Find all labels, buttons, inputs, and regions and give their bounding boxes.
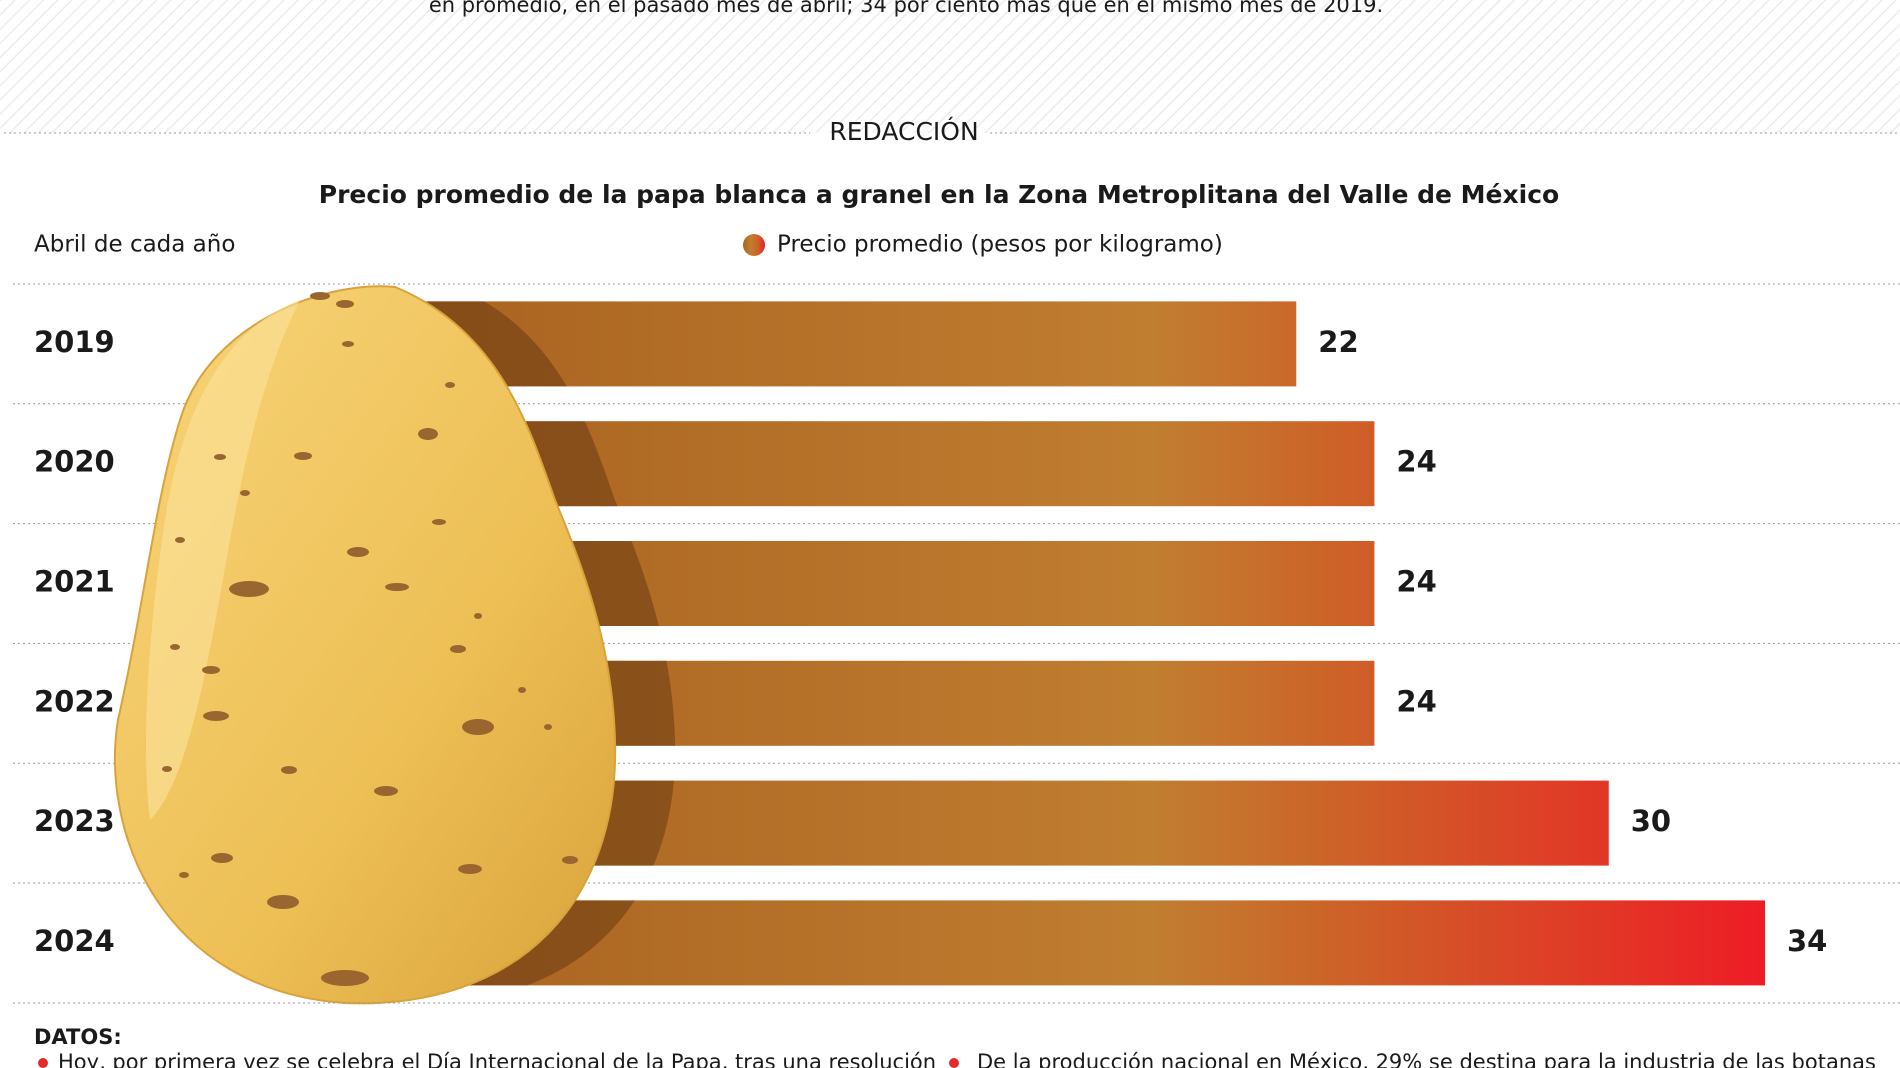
legend-label: Precio promedio (pesos por kilogramo): [777, 232, 1223, 258]
note-text: De la producción nacional en México, 29%…: [977, 1050, 1876, 1068]
chart-title: Precio promedio de la papa blanca a gran…: [319, 180, 1559, 209]
y-tick-label: 2020: [34, 445, 115, 479]
note-text: Hoy, por primera vez se celebra el Día I…: [58, 1050, 936, 1068]
y-tick-label: 2021: [34, 565, 115, 599]
value-label: 30: [1631, 804, 1671, 838]
header-background: [0, 0, 1900, 133]
y-tick-label: 2019: [34, 325, 115, 359]
y-tick-label: 2024: [34, 924, 115, 958]
bar: [400, 421, 1375, 507]
potato: [114, 285, 617, 1005]
value-label: 34: [1787, 924, 1827, 958]
chart-subtitle: Abril de cada año: [34, 232, 235, 258]
legend-swatch: [743, 234, 765, 256]
y-tick-label: 2022: [34, 684, 115, 718]
value-label: 24: [1396, 445, 1436, 479]
intro-text: en promedio, en el pasado mes de abril; …: [429, 0, 1383, 17]
bullet: [38, 1058, 48, 1068]
bar: [400, 301, 1297, 387]
bullet: [949, 1058, 959, 1068]
bar: [400, 900, 1765, 986]
y-tick-label: 2023: [34, 804, 115, 838]
byline: REDACCIÓN: [829, 116, 978, 146]
notes-title: DATOS:: [34, 1025, 122, 1049]
value-label: 22: [1318, 325, 1358, 359]
value-label: 24: [1396, 684, 1436, 718]
value-label: 24: [1396, 565, 1436, 599]
